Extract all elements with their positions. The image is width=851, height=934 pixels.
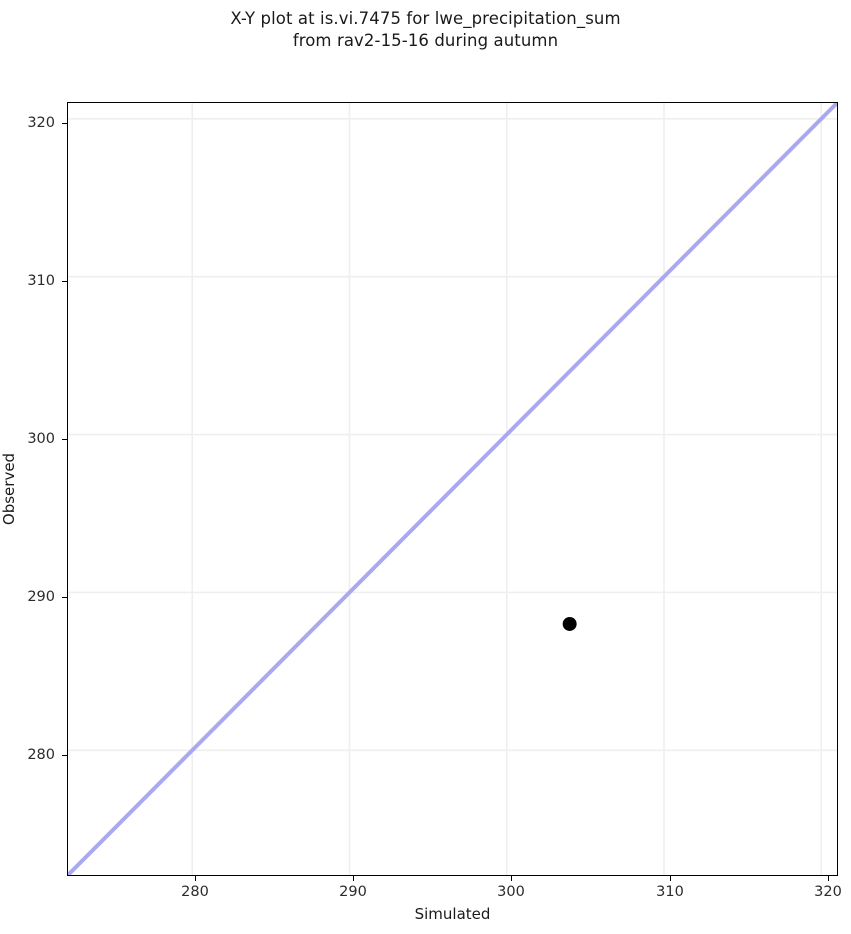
- xtick-label-4: 320: [814, 884, 842, 900]
- xtick-mark-310: [670, 876, 672, 881]
- ytick-label-4: 320: [27, 115, 55, 131]
- xtick-mark-290: [353, 876, 355, 881]
- data-points: [562, 616, 577, 631]
- chart-title: X-Y plot at is.vi.7475 for lwe_precipita…: [230, 9, 621, 50]
- ytick-label-3: 310: [27, 273, 55, 289]
- y-axis-label: Observed: [0, 452, 18, 526]
- ytick-mark-310: [62, 281, 67, 283]
- xtick-label-1: 290: [339, 884, 367, 900]
- xtick-mark-300: [511, 876, 513, 881]
- data-point-0: [562, 616, 577, 631]
- grid-lines: [68, 103, 837, 875]
- ytick-mark-300: [62, 439, 67, 441]
- x-axis-label: Simulated: [414, 905, 491, 923]
- ytick-label-0: 280: [27, 747, 55, 763]
- ytick-label-1: 290: [27, 589, 55, 605]
- one-to-one-line: [68, 103, 837, 875]
- ytick-mark-280: [62, 755, 67, 757]
- plot-axes-area: [67, 102, 838, 876]
- xtick-label-3: 310: [656, 884, 684, 900]
- ytick-label-2: 300: [27, 431, 55, 447]
- ytick-mark-320: [62, 123, 67, 125]
- xtick-mark-320: [828, 876, 830, 881]
- ytick-mark-290: [62, 597, 67, 599]
- xtick-label-0: 280: [181, 884, 209, 900]
- plot-svg: [68, 103, 837, 875]
- xtick-mark-280: [195, 876, 197, 881]
- xtick-label-2: 300: [497, 884, 525, 900]
